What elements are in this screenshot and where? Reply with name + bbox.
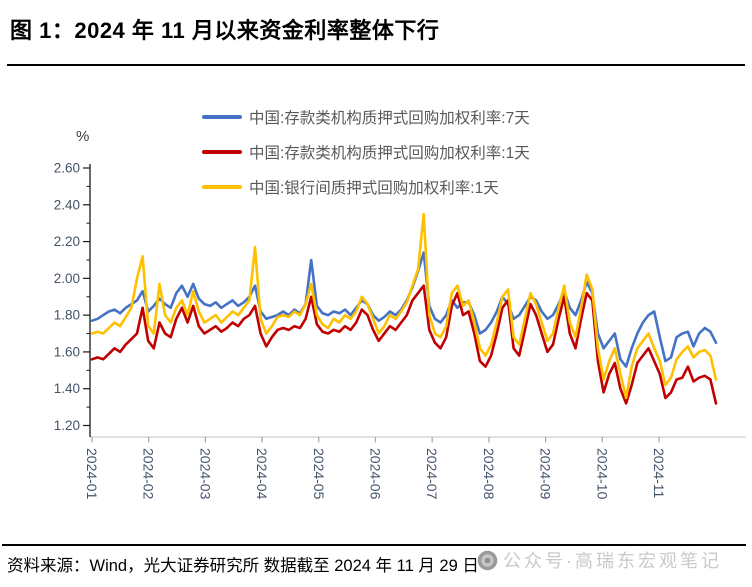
chart-legend: 中国:存款类机构质押式回购加权利率:7天 中国:存款类机构质押式回购加权利率:1… — [202, 105, 530, 210]
x-axis-label: 2024-03 — [197, 448, 213, 500]
y-axis-label: 2.40 — [54, 197, 80, 212]
x-axis-label: 2024-11 — [651, 448, 667, 499]
x-axis-label: 2024-09 — [538, 448, 554, 500]
x-axis-label: 2024-08 — [481, 448, 497, 500]
legend-item: 中国:银行间质押式回购加权利率:1天 — [202, 175, 530, 199]
series-line-0 — [90, 251, 718, 368]
legend-label: 中国:存款类机构质押式回购加权利率:7天 — [249, 110, 530, 127]
legend-swatch-2 — [202, 185, 242, 189]
y-axis-label: 2.60 — [54, 161, 80, 176]
y-axis-label: 1.20 — [54, 418, 80, 433]
x-axis-label: 2024-01 — [84, 448, 100, 500]
x-axis-label: 2024-02 — [141, 448, 157, 500]
legend-label: 中国:存款类机构质押式回购加权利率:1天 — [249, 145, 530, 162]
series-line-1 — [90, 284, 718, 405]
y-axis-label: 2.00 — [54, 271, 80, 286]
title-divider — [7, 64, 745, 67]
x-axis-label: 2024-06 — [368, 448, 384, 500]
legend-swatch-1 — [202, 150, 242, 154]
figure-title: 图 1：2024 年 11 月以来资金利率整体下行 — [10, 18, 440, 43]
footer-divider — [2, 544, 746, 546]
y-axis-label: 1.60 — [54, 344, 80, 359]
watermark: 公众号·高瑞东宏观笔记 — [477, 547, 722, 573]
x-axis-label: 2024-07 — [424, 448, 440, 500]
watermark-text: 公众号·高瑞东宏观笔记 — [503, 551, 722, 571]
legend-swatch-0 — [202, 115, 242, 119]
legend-item: 中国:存款类机构质押式回购加权利率:7天 — [202, 105, 530, 129]
x-axis-label: 2024-05 — [311, 448, 327, 500]
x-axis-label: 2024-04 — [254, 448, 270, 500]
source-note: 资料来源：Wind，光大证券研究所 数据截至 2024 年 11 月 29 日 — [7, 557, 479, 575]
series-line-2 — [90, 212, 718, 400]
y-axis-label: 2.20 — [54, 234, 80, 249]
legend-item: 中国:存款类机构质押式回购加权利率:1天 — [202, 140, 530, 164]
legend-label: 中国:银行间质押式回购加权利率:1天 — [249, 180, 499, 197]
official-account-logo-icon — [477, 550, 498, 570]
y-axis-unit-label: % — [76, 128, 90, 145]
y-axis-label: 1.80 — [54, 308, 80, 323]
x-axis-label: 2024-10 — [594, 448, 610, 500]
y-axis-label: 1.40 — [54, 381, 80, 396]
